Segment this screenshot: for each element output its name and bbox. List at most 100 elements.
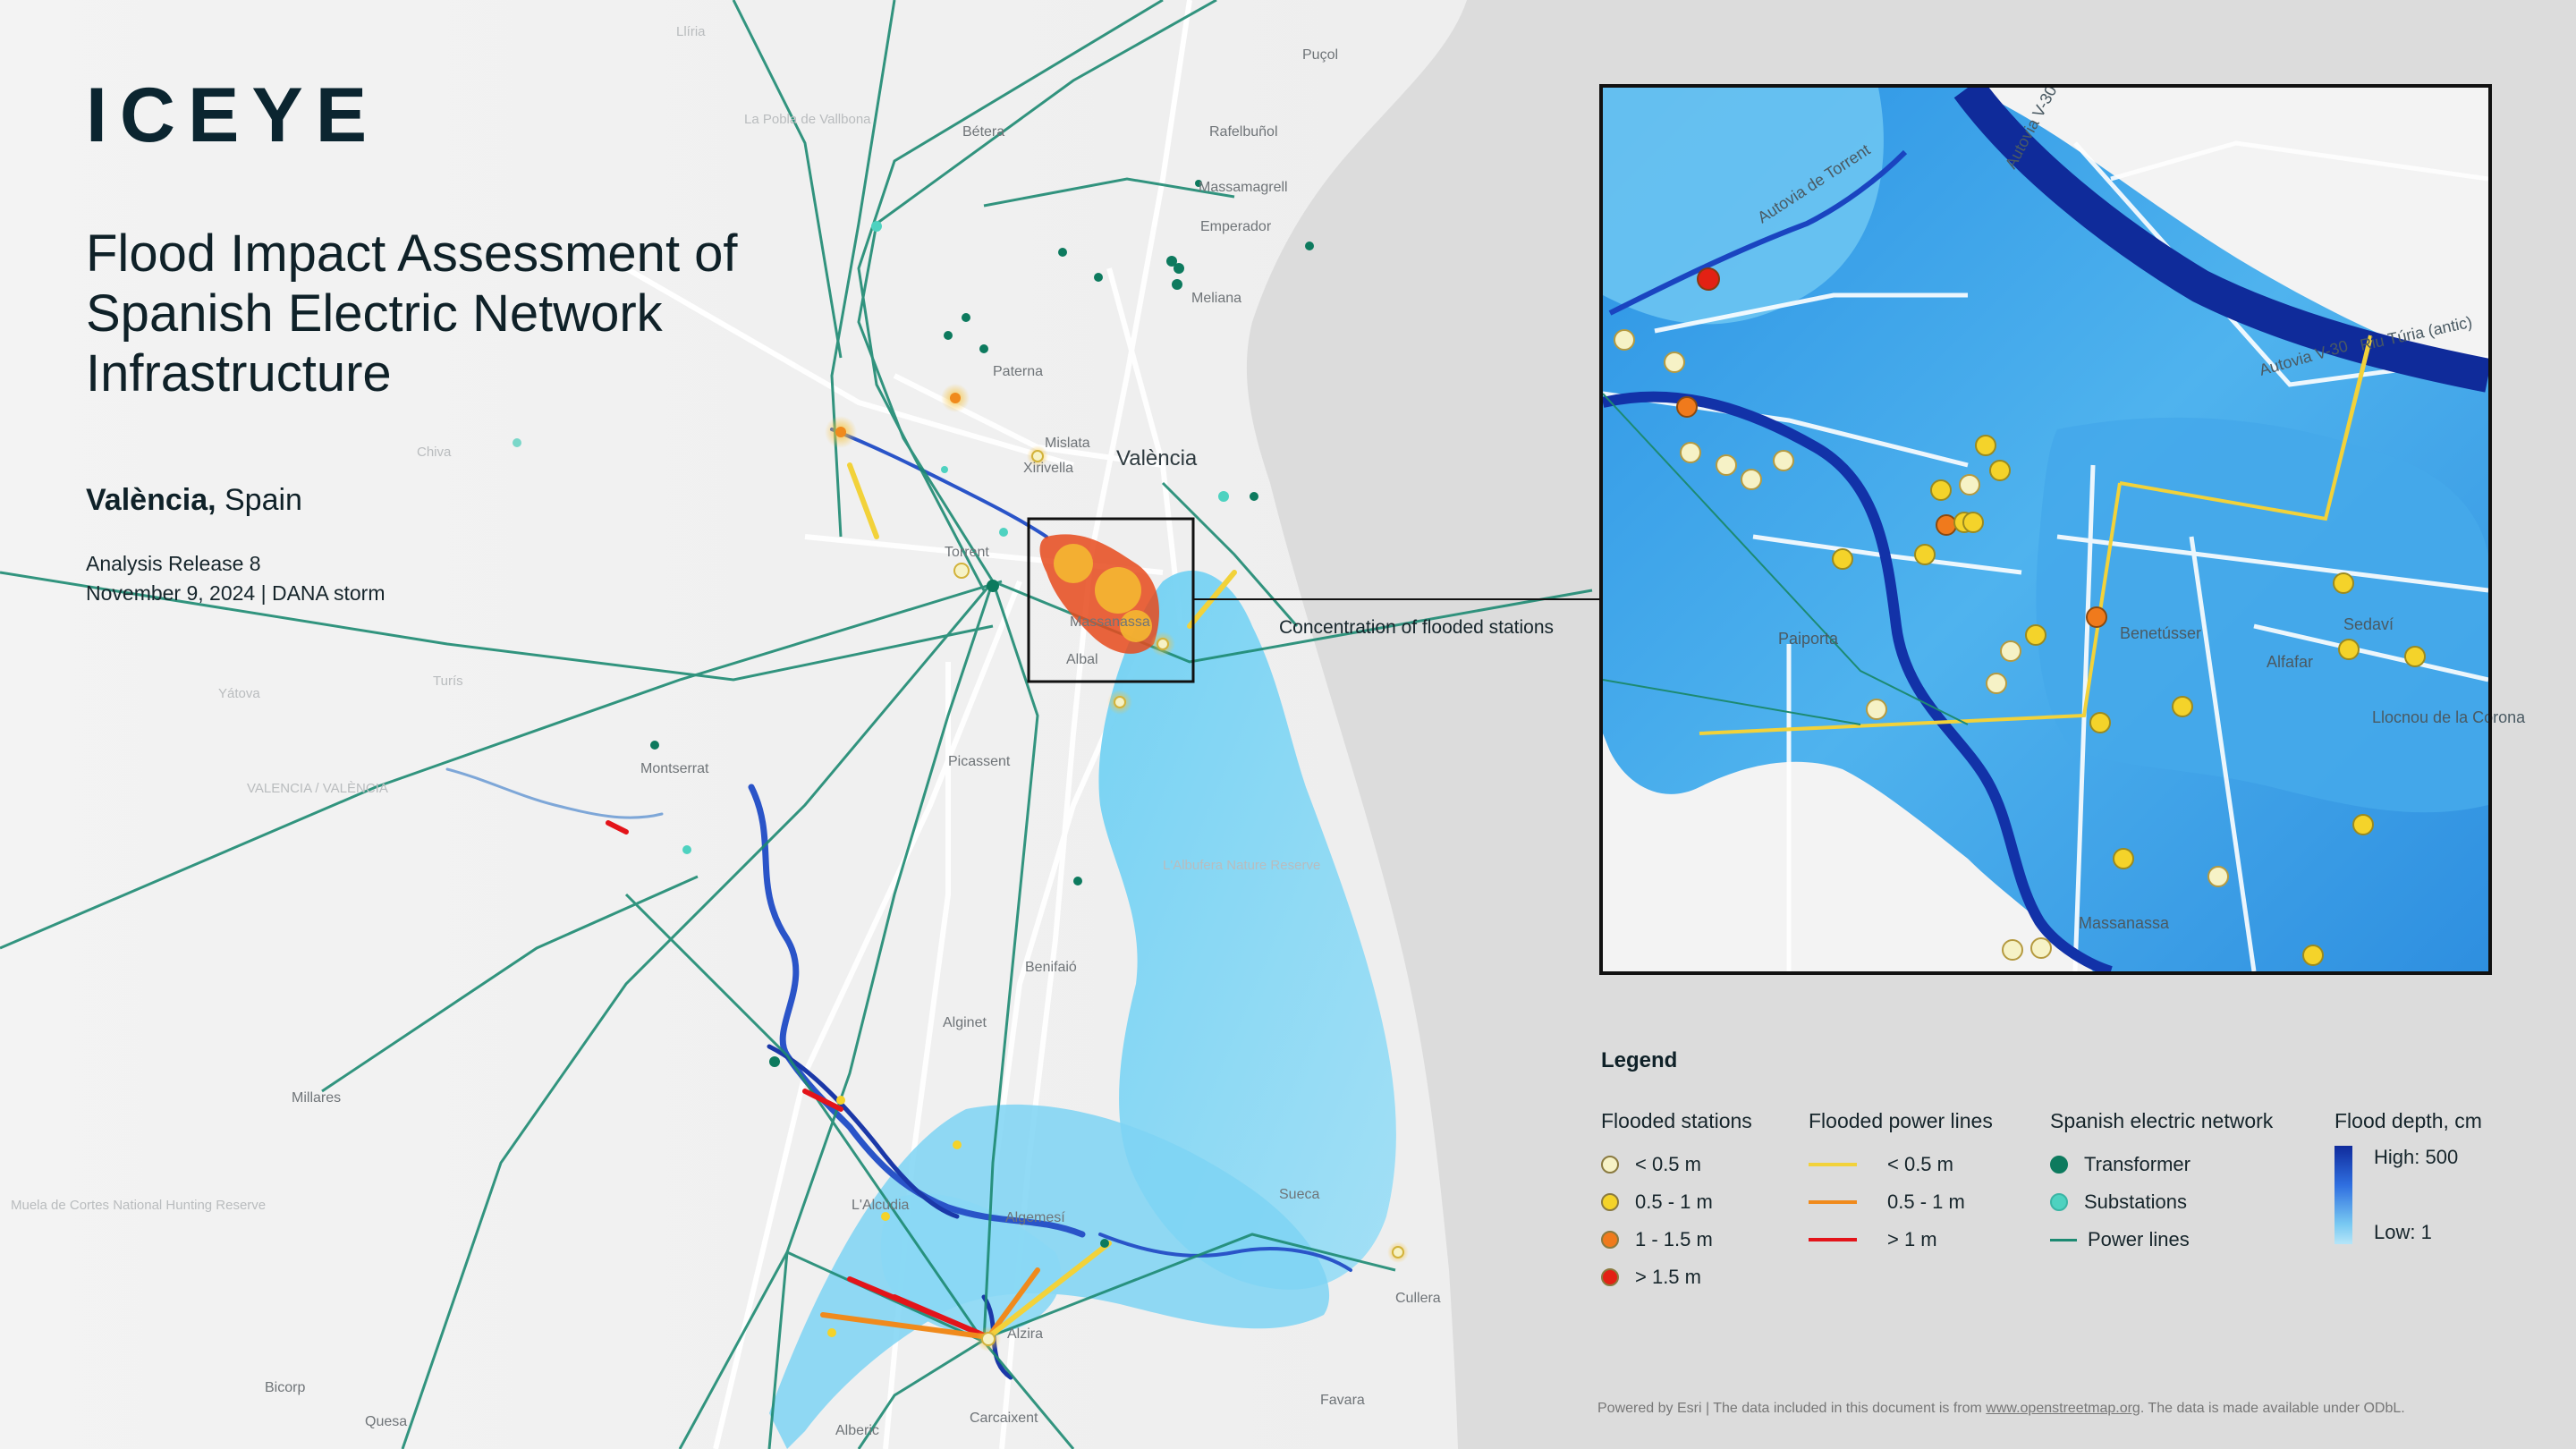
label-sueca: Sueca	[1279, 1187, 1319, 1202]
legend-network-item: Transformer	[2050, 1146, 2273, 1183]
label-turis: Turís	[433, 674, 463, 689]
label-albal: Albal	[1066, 652, 1098, 667]
depth-low-label: Low: 1	[2374, 1221, 2432, 1243]
legend-station-item: > 1.5 m	[1601, 1258, 1752, 1296]
inset-label-benetusser: Benetússer	[2120, 624, 2201, 642]
label-alzira: Alzira	[1007, 1326, 1043, 1342]
release-info: Analysis Release 8 November 9, 2024 | DA…	[86, 549, 386, 608]
label-algemesi: Algemesí	[1005, 1210, 1065, 1225]
legend-stations: Flooded stations < 0.5 m 0.5 - 1 m 1 - 1…	[1601, 1109, 1752, 1296]
label-albufera: L'Albufera Nature Reserve	[1163, 858, 1320, 873]
attribution-link[interactable]: www.openstreetmap.org	[1986, 1401, 2140, 1416]
legend-network-label: Power lines	[2088, 1228, 2190, 1250]
legend-line-item: < 0.5 m	[1809, 1146, 1993, 1183]
network-nodes	[513, 180, 1314, 1248]
depth-labels: High: 500 Low: 1	[2374, 1146, 2458, 1244]
label-picassent: Picassent	[948, 754, 1011, 769]
label-meliana: Meliana	[1191, 291, 1241, 306]
label-mislata: Mislata	[1045, 436, 1090, 451]
land	[0, 0, 1467, 1449]
legend-line-label: > 1 m	[1887, 1228, 1937, 1250]
label-alginet: Alginet	[943, 1015, 987, 1030]
legend-station-label: < 0.5 m	[1635, 1153, 1701, 1175]
label-puzol: Puçol	[1302, 47, 1338, 63]
legend-power-lines: Flooded power lines < 0.5 m 0.5 - 1 m > …	[1809, 1109, 1993, 1258]
label-muela: Muela de Cortes National Hunting Reserve	[11, 1198, 266, 1213]
legend-lines-heading: Flooded power lines	[1809, 1109, 1993, 1132]
legend-line-item: 0.5 - 1 m	[1809, 1183, 1993, 1221]
label-montserrat: Montserrat	[640, 761, 709, 776]
legend-station-label: 1 - 1.5 m	[1635, 1228, 1713, 1250]
legend-line-item: > 1 m	[1809, 1221, 1993, 1258]
legend-network-heading: Spanish electric network	[2050, 1109, 2274, 1132]
rivers	[445, 428, 1352, 1380]
inset-frame	[1599, 84, 2492, 975]
attribution-suffix: . The data is made available under ODbL.	[2140, 1401, 2405, 1416]
flooded-station-cluster	[1039, 534, 1159, 654]
legend-station-item: < 0.5 m	[1601, 1146, 1752, 1183]
station-dot-icon	[1601, 1156, 1619, 1174]
label-carcaixent: Carcaixent	[970, 1411, 1038, 1426]
legend-network-item: Substations	[2050, 1183, 2273, 1221]
power-line-swatch-icon	[2050, 1238, 2077, 1241]
label-emperador: Emperador	[1200, 219, 1272, 234]
inset-label-sedavi: Sedaví	[2343, 615, 2394, 633]
substation-icon	[2050, 1193, 2068, 1211]
station-dot-icon	[1601, 1268, 1619, 1286]
location: València, Spain	[86, 483, 302, 518]
legend-station-item: 1 - 1.5 m	[1601, 1221, 1752, 1258]
iceye-logo: ICEYE	[86, 72, 380, 158]
line-swatch-icon	[1809, 1200, 1857, 1204]
legend-station-label: > 1.5 m	[1635, 1266, 1701, 1288]
inset-map[interactable]: Paiporta Benetússer Alfafar Sedaví Llocn…	[1599, 82, 2526, 975]
label-favara: Favara	[1320, 1393, 1365, 1408]
inset-label-llocnou: Llocnou de la Corona	[2372, 708, 2526, 726]
label-xirivella: Xirivella	[1023, 461, 1073, 476]
location-region: Spain	[216, 483, 302, 517]
legend-network: Spanish electric network Transformer Sub…	[2050, 1109, 2273, 1258]
station-dot-icon	[1601, 1231, 1619, 1249]
callout-text: Concentration of flooded stations	[1279, 617, 1555, 638]
label-quesa: Quesa	[365, 1414, 407, 1429]
legend-depth: Flood depth, cm High: 500 Low: 1	[2334, 1109, 2482, 1244]
attribution: Powered by Esri | The data included in t…	[1597, 1401, 2405, 1417]
label-betera: Bétera	[962, 124, 1004, 140]
label-rafelbunyol: Rafelbuñol	[1209, 124, 1278, 140]
transformer-icon	[2050, 1156, 2068, 1174]
label-lalcudia: L'Alcúdia	[852, 1198, 910, 1213]
legend-network-label: Transformer	[2084, 1153, 2190, 1175]
inset-label-alfafar: Alfafar	[2267, 653, 2313, 671]
legend-network-item: Power lines	[2050, 1221, 2273, 1258]
legend-stations-heading: Flooded stations	[1601, 1109, 1752, 1132]
label-lliria: Llíria	[676, 24, 706, 39]
release-line2: November 9, 2024 | DANA storm	[86, 581, 386, 605]
depth-gradient-bar	[2334, 1146, 2352, 1244]
legend-line-label: 0.5 - 1 m	[1887, 1191, 1965, 1213]
depth-scale: High: 500 Low: 1	[2334, 1146, 2482, 1244]
label-bicorp: Bicorp	[265, 1380, 305, 1395]
legend-station-label: 0.5 - 1 m	[1635, 1191, 1713, 1213]
label-paterna: Paterna	[993, 364, 1043, 379]
inset-label-paiporta: Paiporta	[1778, 630, 1839, 648]
label-cullera: Cullera	[1395, 1291, 1441, 1306]
line-swatch-icon	[1809, 1163, 1857, 1166]
legend-station-item: 0.5 - 1 m	[1601, 1183, 1752, 1221]
place-labels: Puçol Bétera Rafelbuñol Massamagrell Emp…	[11, 24, 1441, 1438]
label-yatova: Yátova	[218, 686, 260, 701]
label-alberic: Alberic	[835, 1423, 879, 1438]
legend-network-label: Substations	[2084, 1191, 2187, 1213]
flooded-stations-main	[825, 384, 1409, 1352]
line-swatch-icon	[1809, 1238, 1857, 1241]
label-valencia: València	[1116, 446, 1198, 470]
location-city: València,	[86, 483, 216, 517]
attribution-prefix: Powered by Esri | The data included in t…	[1597, 1401, 1987, 1416]
legend-line-label: < 0.5 m	[1887, 1153, 1953, 1175]
label-valencia-province: VALENCIA / VALÈNCIA	[247, 781, 388, 796]
station-dot-icon	[1601, 1193, 1619, 1211]
legend-title: Legend	[1601, 1048, 1678, 1072]
label-chiva: Chiva	[417, 445, 452, 460]
label-millares: Millares	[292, 1090, 341, 1106]
label-pobla: La Pobla de Vallbona	[744, 112, 871, 127]
